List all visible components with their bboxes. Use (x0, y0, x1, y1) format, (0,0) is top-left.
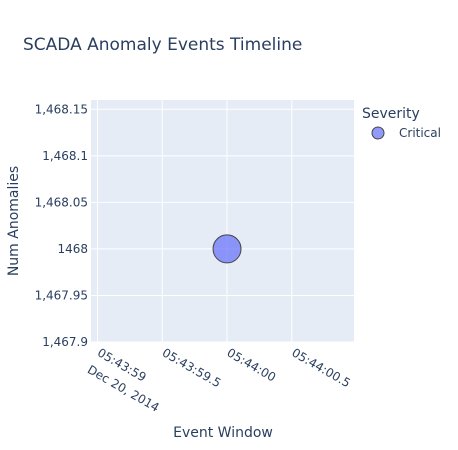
y-axis-title: Num Anomalies (6, 166, 22, 276)
chart-title: SCADA Anomaly Events Timeline (23, 35, 302, 55)
x-axis-title: Event Window (173, 425, 273, 441)
legend-title: Severity (362, 106, 420, 122)
y-tick-label: 1468 (57, 242, 88, 256)
x-tick-label: 05:44:00 (225, 345, 279, 384)
plot-area (91, 100, 354, 342)
legend-marker-critical (372, 127, 384, 139)
y-tick-label: 1,467.9 (42, 335, 88, 349)
y-tick-label: 1,467.95 (35, 288, 88, 302)
x-tick-label: 05:44:00.5 (289, 345, 353, 390)
legend[interactable]: Severity Critical (362, 106, 441, 140)
y-tick-labels: 1,467.9 1,467.95 1468 1,468.05 1,468.1 1,468.… (35, 102, 88, 349)
y-tick-label: 1,468.15 (35, 102, 88, 116)
legend-label-critical: Critical (399, 126, 441, 140)
data-points (213, 235, 241, 263)
x-tick-label: 05:43:59.5 (160, 345, 224, 390)
y-tick-label: 1,468.05 (35, 195, 88, 209)
data-point-critical[interactable] (213, 235, 241, 263)
y-tick-label: 1,468.1 (42, 149, 88, 163)
